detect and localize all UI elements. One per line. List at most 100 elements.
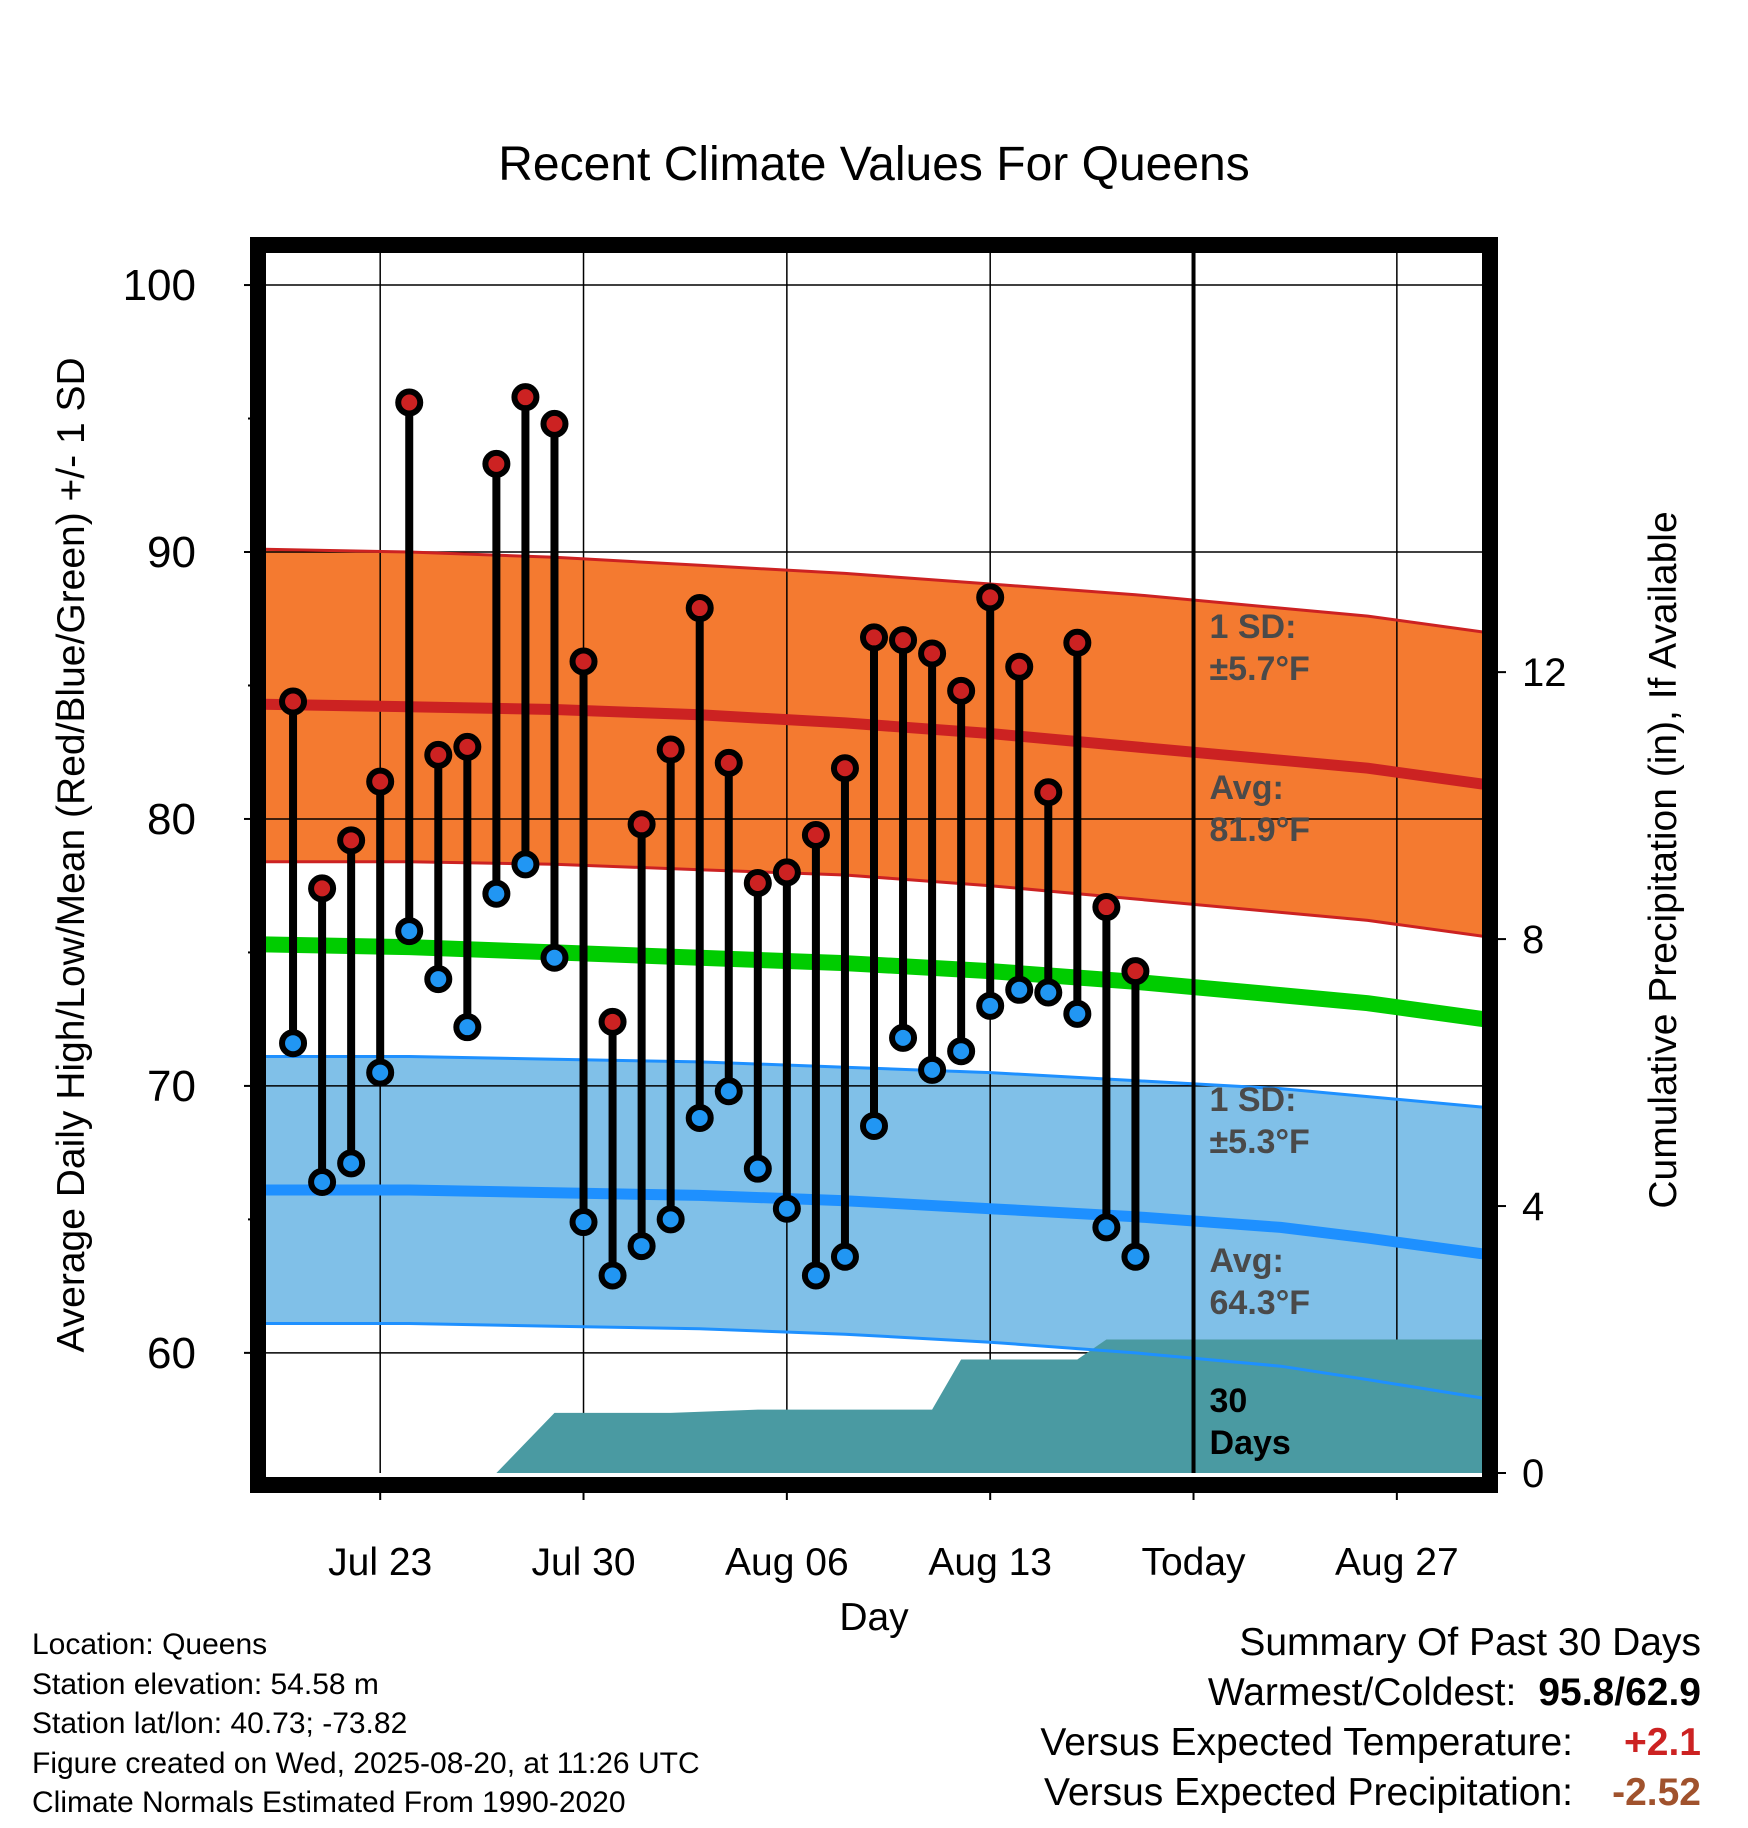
axes: 60 70 80 90 100 0 4 8 12 Jul 23 Jul 30 Aug 06 Aug 13…	[123, 261, 1567, 1584]
daily-points	[279, 383, 1150, 1290]
low-point-28	[1092, 1213, 1121, 1242]
location-text: Location: Queens	[32, 1628, 268, 1661]
y-axis-label: Average Daily High/Low/Mean (Red/Blue/Gr…	[50, 357, 93, 1352]
low-point-7	[482, 879, 511, 908]
x-tick-label: Jul 23	[328, 1541, 432, 1584]
high-point-26	[1034, 778, 1063, 807]
high-point-15	[714, 748, 743, 777]
latlon-text: Station lat/lon: 40.73; -73.82	[32, 1707, 408, 1740]
high-point-0	[279, 687, 308, 716]
y-tick-label: 60	[147, 1329, 196, 1378]
y-tick-label: 90	[147, 528, 196, 577]
y-tick-label: 70	[147, 1062, 196, 1111]
low-avg-annotation: Avg: 64.3°F	[1210, 1242, 1311, 1322]
low-sd-upper-line	[264, 1055, 1484, 1109]
low-point-15	[714, 1077, 743, 1106]
daily-stems	[289, 397, 1140, 1276]
created-text: Figure created on Wed, 2025-08-20, at 11…	[32, 1746, 700, 1780]
high-point-1	[308, 874, 337, 903]
low-sd-annotation: 1 SD: ±5.3°F	[1210, 1081, 1310, 1161]
high-point-16	[743, 869, 772, 898]
summary-warmest-row: Warmest/Coldest: 95.8/62.9	[1040, 1668, 1701, 1718]
low-point-1	[308, 1168, 337, 1197]
high-point-21	[889, 626, 918, 655]
high-point-9	[540, 409, 569, 438]
low-point-14	[685, 1103, 714, 1132]
y2-tick-label: 4	[1522, 1185, 1544, 1229]
low-point-11	[598, 1261, 627, 1290]
high-point-11	[598, 1007, 627, 1036]
low-point-24	[976, 991, 1005, 1020]
x-tick-label: Jul 30	[531, 1541, 635, 1584]
high-point-13	[656, 735, 685, 764]
y2-tick-label: 8	[1522, 918, 1544, 962]
high-point-3	[366, 767, 395, 796]
low-point-10	[569, 1208, 598, 1237]
summary-panel: Summary Of Past 30 Days Warmest/Coldest:…	[1040, 1618, 1701, 1818]
x-tick-label: Today	[1141, 1541, 1246, 1584]
station-info: Location: Queens Station elevation: 54.5…	[32, 1625, 700, 1823]
precip-area	[496, 1339, 1484, 1473]
high-point-20	[860, 623, 888, 652]
high-point-17	[772, 858, 801, 887]
high-point-6	[453, 732, 482, 761]
x-tick-label: Aug 06	[725, 1541, 849, 1584]
high-point-12	[627, 810, 656, 839]
high-point-25	[1005, 652, 1034, 681]
precip-value: -2.52	[1612, 1771, 1701, 1814]
high-point-4	[395, 388, 424, 417]
high-point-23	[947, 676, 976, 705]
low-point-17	[772, 1194, 801, 1223]
x-tick-label: Aug 27	[1335, 1541, 1459, 1584]
chart-title: Recent Climate Values For Queens	[498, 138, 1249, 191]
summary-temp-row: Versus Expected Temperature: +2.1	[1040, 1718, 1701, 1768]
low-point-8	[511, 850, 540, 879]
high-point-29	[1121, 957, 1150, 986]
high-point-24	[976, 583, 1005, 612]
low-point-6	[453, 1013, 482, 1042]
high-point-10	[569, 647, 598, 676]
y2-axis-label: Cumulative Precipitation (in), If Availa…	[1642, 511, 1685, 1208]
low-point-20	[860, 1111, 888, 1140]
y-tick-label: 100	[123, 261, 196, 310]
low-point-0	[279, 1029, 308, 1058]
annotations: 1 SD: ±5.7°F Avg: 81.9°F 1 SD: ±5.3°F Avg: 64.3…	[1210, 608, 1311, 1462]
low-point-16	[743, 1154, 772, 1183]
high-point-14	[685, 594, 714, 623]
temp-value: +2.1	[1624, 1721, 1701, 1764]
y2-tick-label: 0	[1522, 1452, 1544, 1496]
low-sd-lower-line	[264, 1322, 1484, 1400]
precip-label: Versus Expected Precipitation:	[1044, 1771, 1573, 1814]
precipitation-area	[496, 1339, 1484, 1473]
high-point-8	[511, 383, 540, 412]
low-point-9	[540, 943, 569, 972]
low-point-27	[1063, 999, 1092, 1028]
low-sd-band	[264, 1056, 1484, 1399]
high-point-27	[1063, 628, 1092, 657]
low-point-25	[1005, 975, 1034, 1004]
precip-days-annotation: 30 Days	[1210, 1382, 1291, 1462]
x-axis-label: Day	[839, 1596, 909, 1639]
y-tick-label: 80	[147, 795, 196, 844]
low-point-12	[627, 1232, 656, 1261]
warmest-label: Warmest/Coldest:	[1207, 1671, 1517, 1714]
low-point-29	[1121, 1242, 1150, 1271]
low-point-21	[889, 1023, 918, 1052]
high-point-7	[482, 449, 511, 478]
summary-title: Summary Of Past 30 Days	[1239, 1621, 1701, 1664]
warmest-value: 95.8/62.9	[1538, 1671, 1701, 1714]
low-point-3	[366, 1058, 395, 1087]
low-point-5	[424, 965, 453, 994]
y2-tick-label: 12	[1522, 651, 1567, 695]
low-avg-line	[264, 1184, 1484, 1260]
low-point-13	[656, 1205, 685, 1234]
elevation-text: Station elevation: 54.58 m	[32, 1667, 379, 1701]
low-point-22	[918, 1055, 947, 1084]
high-point-19	[830, 754, 859, 783]
high-point-2	[337, 826, 366, 855]
high-point-18	[801, 820, 830, 849]
x-tick-label: Aug 13	[928, 1541, 1052, 1584]
temp-label: Versus Expected Temperature:	[1040, 1721, 1573, 1764]
plot-frame	[250, 237, 1498, 1493]
